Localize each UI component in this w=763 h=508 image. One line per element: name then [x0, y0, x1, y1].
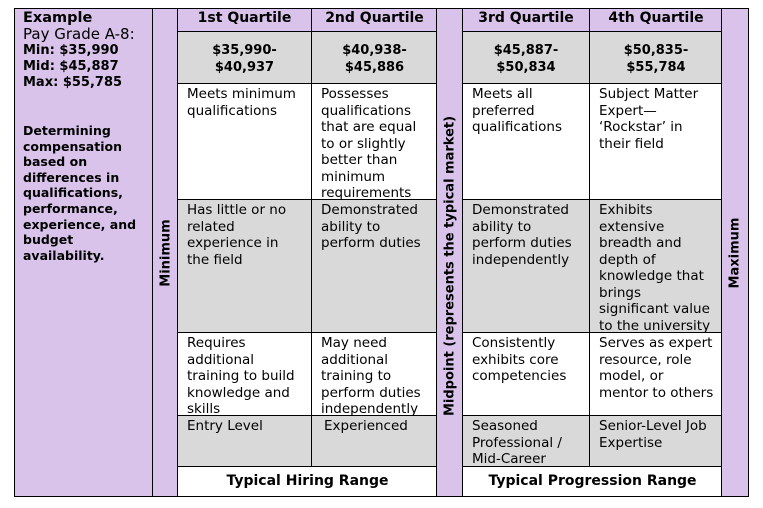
pay-grade-title: Example: [23, 10, 93, 26]
q3-qualifications: Meets all preferred qualifications: [472, 86, 562, 135]
quartile-4-range: $50,835- $55,784: [623, 43, 689, 75]
q2-development: May need additional training to perform …: [321, 335, 421, 417]
q3-level: Seasoned Professional / Mid-Career: [472, 418, 562, 467]
pay-grade-description: Determining compensation based on differ…: [23, 123, 137, 263]
quartile-1-range: $35,990- $40,937: [212, 43, 277, 75]
pay-grade-panel: [15, 9, 153, 497]
q4-level: Senior-Level Job Expertise: [599, 418, 707, 451]
minimum-column: [153, 9, 178, 497]
maximum-label-box: Maximum: [722, 9, 748, 497]
midpoint-label-box: Midpoint (represents the typical market): [437, 84, 463, 497]
q1-level: Entry Level: [187, 418, 263, 434]
q2-experience: Demonstrated ability to perform duties: [321, 202, 421, 251]
q1-experience: Has little or no related experience in t…: [187, 202, 287, 268]
range-row-right-bg: [463, 32, 722, 84]
minimum-label: Minimum: [158, 219, 173, 287]
pay-grade-heading: Example Pay Grade A-8: Min: $35,990 Mid:…: [23, 10, 151, 91]
minimum-label-box: Minimum: [153, 9, 178, 497]
header-row-left: [178, 9, 437, 32]
q1-qualifications: Meets minimum qualifications: [187, 86, 296, 119]
row2-right-bg: [463, 200, 722, 333]
quartile-3-header: 3rd Quartile: [478, 10, 574, 26]
quartile-3-range: $45,887- $50,834: [493, 43, 559, 75]
q4-qualifications: Subject Matter Expert— ‘Rockstar’ in the…: [599, 86, 699, 152]
pay-grade-name: Pay Grade A-8:: [23, 25, 135, 43]
progression-range-label: Typical Progression Range: [488, 473, 697, 489]
q1-development: Requires additional training to build kn…: [187, 335, 295, 417]
q3-development: Consistently exhibits core competencies: [472, 335, 567, 384]
row2-left-bg: [178, 200, 437, 333]
midpoint-column: [437, 9, 463, 497]
header-row-right: [463, 9, 722, 32]
pay-grade-max: Max: $55,785: [23, 75, 123, 90]
maximum-label: Maximum: [727, 217, 743, 289]
q4-development: Serves as expert resource, role model, o…: [599, 335, 714, 401]
quartile-1-header: 1st Quartile: [197, 10, 292, 26]
hiring-range-label: Typical Hiring Range: [226, 473, 389, 489]
q4-experience: Exhibits extensive breadth and depth of …: [599, 202, 711, 334]
pay-grade-mid: Mid: $45,887: [23, 59, 119, 74]
row4-left-bg: [178, 416, 437, 466]
quartile-2-header: 2nd Quartile: [325, 10, 424, 26]
maximum-column: [722, 9, 748, 497]
quartile-4-header: 4th Quartile: [608, 10, 704, 26]
q2-level: Experienced: [324, 418, 408, 434]
row4-right-bg: [463, 416, 722, 466]
midpoint-label: Midpoint (represents the typical market): [442, 115, 458, 416]
quartile-2-range: $40,938- $45,886: [342, 43, 407, 75]
q2-qualifications: Possesses qualifications that are equal …: [321, 86, 417, 201]
range-row-left-bg: [178, 32, 437, 84]
q3-experience: Demonstrated ability to perform duties i…: [472, 202, 572, 268]
pay-grade-min: Min: $35,990: [23, 43, 119, 58]
